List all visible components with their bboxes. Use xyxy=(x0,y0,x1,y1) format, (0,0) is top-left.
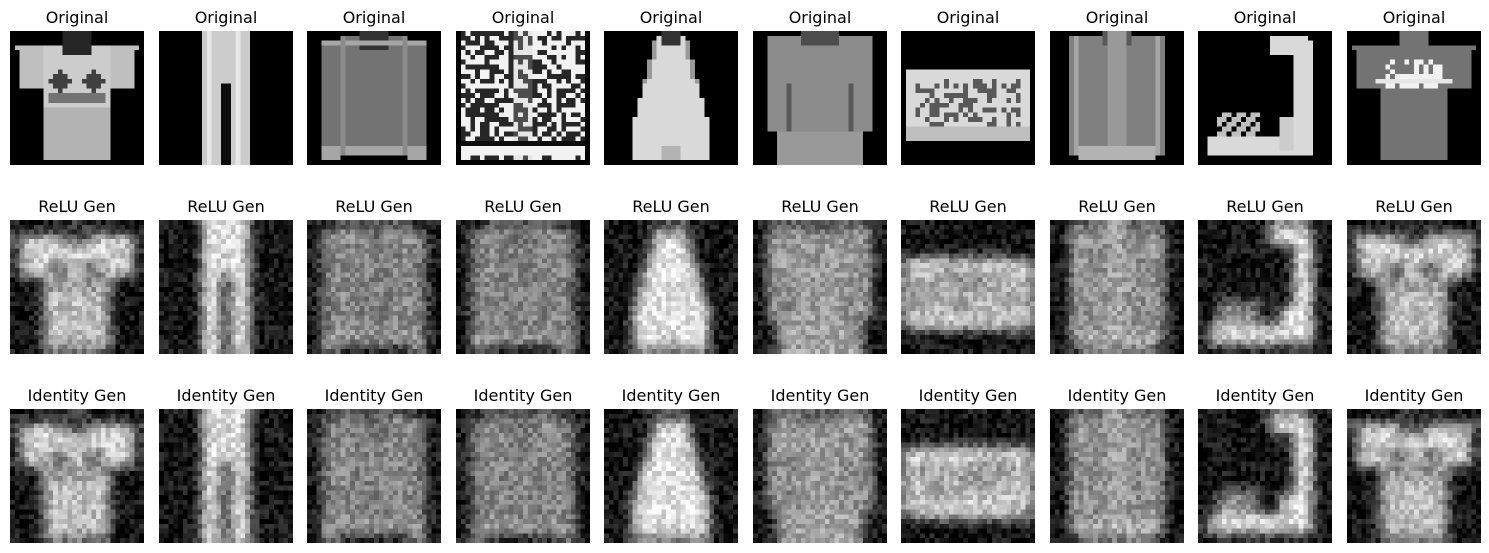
identity-image xyxy=(1050,409,1184,543)
pullover-picture xyxy=(456,220,590,354)
identity-title: Identity Gen xyxy=(1067,386,1167,405)
shirt-picture xyxy=(1050,31,1184,165)
sandal-picture xyxy=(1198,31,1332,165)
pullover-picture xyxy=(307,31,441,165)
identity-image xyxy=(1347,409,1481,543)
tshirt-picture xyxy=(10,220,144,354)
tshirt-picture xyxy=(1347,409,1481,543)
tshirt-picture xyxy=(10,409,144,543)
pullover-picture xyxy=(307,220,441,354)
tshirt-picture xyxy=(1347,220,1481,354)
original-image xyxy=(307,31,441,165)
pullover-picture xyxy=(456,409,590,543)
identity-image xyxy=(1198,409,1332,543)
trouser-picture xyxy=(159,409,293,543)
relu-title: ReLU Gen xyxy=(38,197,116,216)
relu-image xyxy=(604,220,738,354)
trouser-picture xyxy=(159,31,293,165)
identity-image xyxy=(307,409,441,543)
relu-title: ReLU Gen xyxy=(929,197,1007,216)
relu-title: ReLU Gen xyxy=(1078,197,1156,216)
pattern-shirt-picture xyxy=(456,31,590,165)
relu-title: ReLU Gen xyxy=(632,197,710,216)
bag-picture xyxy=(901,220,1035,354)
bag-picture xyxy=(901,409,1035,543)
original-image xyxy=(753,31,887,165)
relu-image xyxy=(1347,220,1481,354)
identity-title: Identity Gen xyxy=(770,386,870,405)
shirt-picture xyxy=(1050,409,1184,543)
coat-picture xyxy=(753,220,887,354)
original-image xyxy=(10,31,144,165)
pullover-picture xyxy=(307,409,441,543)
original-image xyxy=(456,31,590,165)
identity-image xyxy=(456,409,590,543)
original-title: Original xyxy=(45,8,109,27)
identity-image xyxy=(10,409,144,543)
original-title: Original xyxy=(1233,8,1297,27)
original-title: Original xyxy=(1382,8,1446,27)
original-title: Original xyxy=(936,8,1000,27)
identity-image xyxy=(604,409,738,543)
sandal-picture xyxy=(1198,409,1332,543)
original-image xyxy=(1050,31,1184,165)
original-title: Original xyxy=(194,8,258,27)
relu-image xyxy=(456,220,590,354)
identity-title: Identity Gen xyxy=(27,386,127,405)
original-image xyxy=(159,31,293,165)
relu-image xyxy=(307,220,441,354)
relu-title: ReLU Gen xyxy=(781,197,859,216)
relu-image xyxy=(1198,220,1332,354)
sandal-picture xyxy=(1198,220,1332,354)
original-title: Original xyxy=(1085,8,1149,27)
dress-picture xyxy=(604,409,738,543)
identity-title: Identity Gen xyxy=(1364,386,1464,405)
tshirt-picture xyxy=(10,31,144,165)
identity-title: Identity Gen xyxy=(1215,386,1315,405)
identity-image xyxy=(753,409,887,543)
relu-title: ReLU Gen xyxy=(1226,197,1304,216)
original-title: Original xyxy=(342,8,406,27)
identity-title: Identity Gen xyxy=(324,386,424,405)
original-title: Original xyxy=(639,8,703,27)
coat-picture xyxy=(753,31,887,165)
identity-title: Identity Gen xyxy=(473,386,573,405)
identity-title: Identity Gen xyxy=(621,386,721,405)
identity-title: Identity Gen xyxy=(176,386,276,405)
original-image xyxy=(1347,31,1481,165)
trouser-picture xyxy=(159,220,293,354)
identity-image xyxy=(159,409,293,543)
relu-image xyxy=(1050,220,1184,354)
original-image xyxy=(1198,31,1332,165)
relu-image xyxy=(901,220,1035,354)
tshirt-print-picture xyxy=(1347,31,1481,165)
relu-image xyxy=(753,220,887,354)
bag-picture xyxy=(901,31,1035,165)
identity-image xyxy=(901,409,1035,543)
relu-image xyxy=(10,220,144,354)
dress-picture xyxy=(604,220,738,354)
relu-title: ReLU Gen xyxy=(484,197,562,216)
original-title: Original xyxy=(788,8,852,27)
relu-title: ReLU Gen xyxy=(335,197,413,216)
coat-picture xyxy=(753,409,887,543)
original-image xyxy=(901,31,1035,165)
original-title: Original xyxy=(491,8,555,27)
original-image xyxy=(604,31,738,165)
relu-title: ReLU Gen xyxy=(1375,197,1453,216)
dress-picture xyxy=(604,31,738,165)
relu-title: ReLU Gen xyxy=(187,197,265,216)
shirt-picture xyxy=(1050,220,1184,354)
relu-image xyxy=(159,220,293,354)
identity-title: Identity Gen xyxy=(918,386,1018,405)
